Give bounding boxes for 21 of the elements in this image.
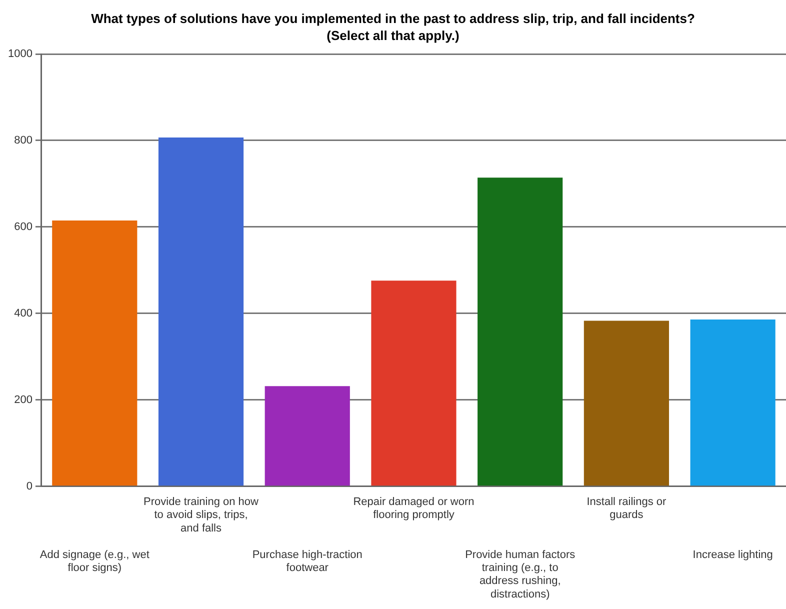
y-tick-label: 0 (26, 480, 32, 492)
y-tick-label: 200 (14, 394, 32, 406)
x-tick-label: Provide training on how to avoid slips, trips, and falls (144, 496, 259, 534)
x-tick-label: Increase lighting (692, 548, 773, 561)
x-tick-label: Add signage (e.g., wet floor signs) (40, 548, 150, 574)
bar (264, 386, 350, 486)
bar (158, 137, 244, 486)
y-tick-label: 400 (14, 307, 32, 320)
x-tick-label: Install railings or guards (586, 496, 667, 522)
x-tick-label: Purchase high-traction footwear (252, 548, 362, 574)
y-tick-label: 800 (14, 134, 32, 147)
bar (478, 178, 563, 486)
bar (690, 319, 776, 486)
x-tick-label: Repair damaged or worn flooring promptly (353, 496, 474, 522)
x-tick-label: Provide human factors training (e.g., to address rushing, distractions) (465, 548, 576, 600)
y-tick-label: 600 (14, 220, 32, 233)
bar (52, 220, 138, 486)
bar (371, 280, 456, 486)
y-tick-label: 1000 (8, 48, 32, 60)
chart-title: What types of solutions have you implemented in the past to address slip, trip, and fall incidents? (Select all that apply.) (90, 10, 696, 44)
bar (584, 320, 670, 486)
